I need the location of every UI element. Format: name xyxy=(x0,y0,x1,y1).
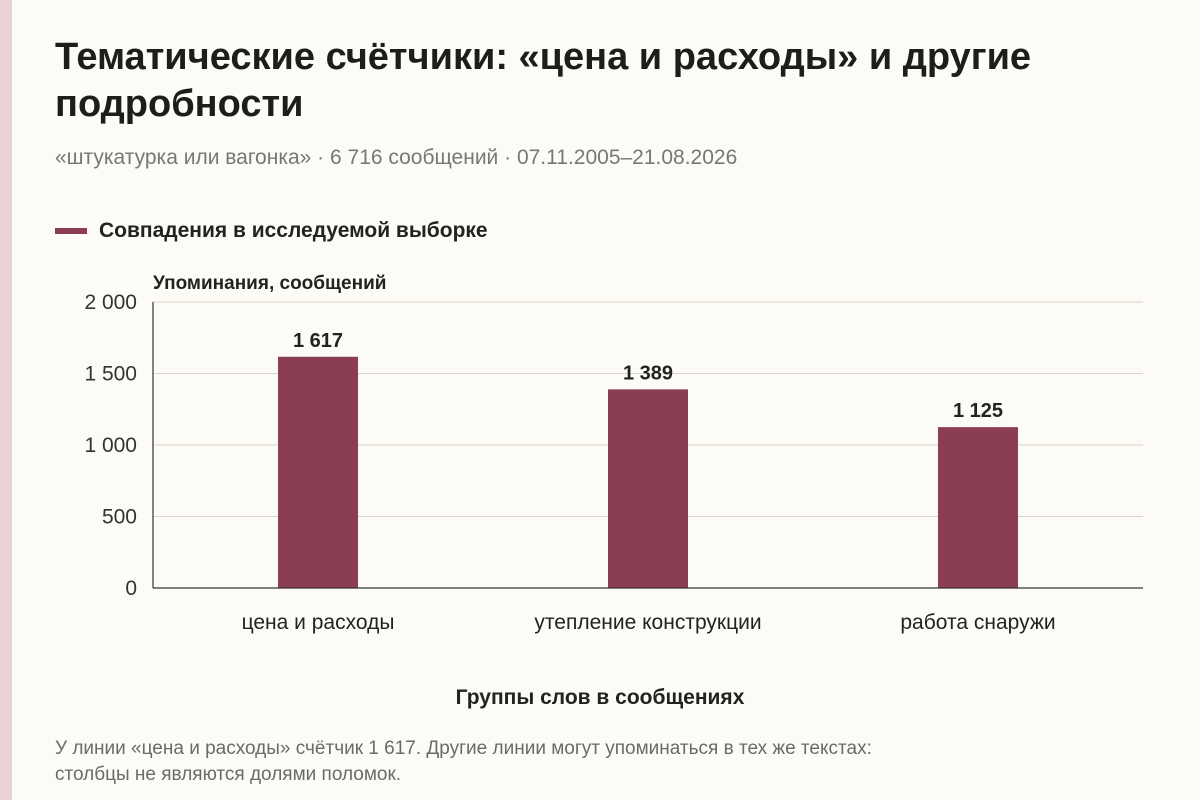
legend: Совпадения в исследуемой выборке xyxy=(55,219,488,243)
y-tick-label: 2 000 xyxy=(84,291,137,314)
bars xyxy=(278,356,1018,588)
data-labels: 1 617 1 389 1 125 xyxy=(293,330,1003,422)
y-axis-label: Упоминания, сообщений xyxy=(153,273,387,294)
data-label: 1 389 xyxy=(623,362,673,384)
y-tick-label: 1 000 xyxy=(84,434,137,457)
chart-title: Тематические счётчики: «цена и расходы» … xyxy=(55,36,1032,125)
category-label: работа снаружи xyxy=(900,611,1055,634)
category-label: утепление конструкции xyxy=(534,611,761,634)
data-label: 1 617 xyxy=(293,330,343,352)
bar xyxy=(938,427,1018,588)
left-accent-strip xyxy=(0,0,12,800)
y-tick-label: 0 xyxy=(125,577,137,600)
bar xyxy=(278,356,358,588)
footnote: У линии «цена и расходы» счётчик 1 617. … xyxy=(55,738,872,785)
y-tick-labels: 0 500 1 000 1 500 2 000 xyxy=(84,291,137,600)
legend-swatch xyxy=(55,228,87,234)
category-labels: цена и расходы утепление конструкции работ… xyxy=(242,611,1056,634)
axes xyxy=(152,302,1143,589)
y-tick-label: 500 xyxy=(102,506,137,529)
x-axis-label: Группы слов в сообщениях xyxy=(455,686,745,709)
chart-subtitle: «штукатурка или вагонка» · 6 716 сообщен… xyxy=(55,146,738,169)
data-label: 1 125 xyxy=(953,400,1003,422)
legend-label: Совпадения в исследуемой выборке xyxy=(99,219,488,242)
y-tick-label: 1 500 xyxy=(84,363,137,386)
bar xyxy=(608,389,688,588)
category-label: цена и расходы xyxy=(242,611,395,634)
